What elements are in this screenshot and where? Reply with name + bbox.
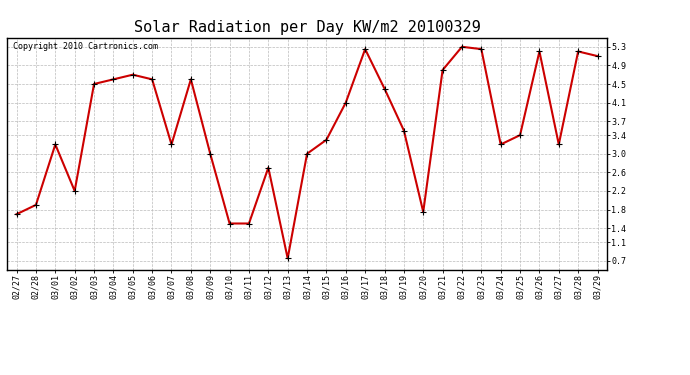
Text: Copyright 2010 Cartronics.com: Copyright 2010 Cartronics.com [13,42,158,51]
Title: Solar Radiation per Day KW/m2 20100329: Solar Radiation per Day KW/m2 20100329 [134,20,480,35]
